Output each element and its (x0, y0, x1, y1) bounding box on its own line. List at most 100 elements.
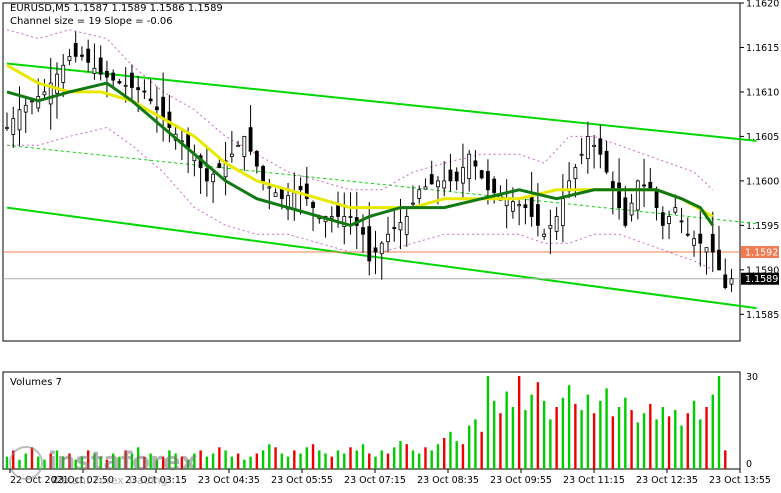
candle-body (635, 180, 640, 211)
volume-bar (393, 447, 396, 469)
candle-body (373, 247, 378, 253)
volume-bar (249, 456, 252, 469)
candle-body (517, 204, 522, 207)
volume-bar (299, 453, 302, 469)
candle-body (717, 249, 721, 271)
candle-body (304, 183, 309, 200)
candle-body (710, 234, 715, 253)
candle-body (467, 153, 472, 180)
volume-bar (511, 407, 515, 469)
candle-body (261, 165, 265, 182)
volume-bar (30, 447, 34, 469)
candle-body (685, 233, 690, 236)
volume-bar (411, 450, 415, 469)
candle-body (598, 138, 603, 155)
volume-bar (499, 413, 502, 469)
candle-body (667, 216, 671, 224)
x-tick-label: 23 Oct 09:55 (490, 475, 552, 486)
candle-body (573, 167, 578, 180)
candle-body (61, 64, 66, 83)
candle-body (479, 170, 484, 179)
candle-body (660, 212, 665, 226)
volume-bar (624, 397, 627, 469)
x-tick-label: 23 Oct 04:35 (198, 475, 260, 486)
candle-body (167, 111, 172, 128)
candle-body (336, 205, 340, 217)
candle-body (579, 153, 584, 156)
channel-info: Channel size = 19 Slope = -0.06 (10, 16, 173, 27)
candle-body (254, 151, 259, 167)
candle-body (73, 43, 78, 57)
volume-bar (649, 403, 652, 469)
volume-bar (193, 453, 196, 469)
candle-body (279, 189, 284, 200)
volume-bar (674, 410, 677, 469)
candle-body (42, 91, 47, 96)
candle-body (511, 201, 515, 212)
volume-bar (161, 456, 165, 469)
watermark-brand: instaforex (48, 447, 198, 477)
candle-body (548, 224, 553, 229)
volume-bar (93, 453, 96, 469)
volume-bar (599, 400, 602, 469)
y-tick-label: 1.1605 (746, 132, 779, 143)
candle-body (392, 227, 397, 229)
candle-body (729, 278, 734, 285)
candle-body (585, 136, 590, 159)
volume-bar (43, 459, 46, 469)
volume-bar (37, 456, 40, 469)
candle-body (161, 96, 166, 120)
candle-body (136, 87, 141, 91)
candle-body (267, 186, 272, 189)
candle-body (186, 134, 191, 148)
volumes-label: Volumes 7 (10, 377, 62, 388)
candle-body (223, 160, 228, 178)
candle-body (386, 233, 390, 243)
watermark-tagline: Instant Forex Trading (52, 474, 168, 487)
candle-body (117, 81, 122, 84)
volume-bar (580, 410, 583, 469)
volume-bar (330, 456, 333, 469)
candle-body (529, 196, 534, 217)
x-tick-label: 23 Oct 03:15 (125, 475, 187, 486)
candle-body (404, 216, 409, 235)
volume-bar (592, 413, 596, 469)
candle-body (448, 169, 453, 182)
x-tick-label: 23 Oct 05:55 (271, 475, 333, 486)
volume-bar (349, 447, 352, 469)
volume-bar (18, 459, 21, 469)
candle-body (379, 242, 384, 255)
x-tick-label: 22 Oct 2021 (10, 475, 69, 486)
candle-body (492, 178, 497, 194)
volume-bar (136, 447, 140, 469)
volume-bar (486, 376, 490, 469)
candle-body (554, 216, 559, 232)
volume-bar (124, 450, 127, 469)
volume-bar (49, 453, 52, 469)
volume-bar (80, 456, 84, 469)
volume-bar (705, 407, 708, 469)
volume-axis-bottom: 0 (746, 459, 752, 470)
candle-body (486, 171, 490, 191)
volume-bar (143, 456, 146, 469)
volume-bar (180, 456, 184, 469)
candle-body (398, 222, 403, 231)
candle-body (123, 84, 128, 87)
volume-bar (318, 450, 321, 469)
volume-bar (155, 459, 159, 469)
candle-body (348, 216, 353, 218)
volume-bar (255, 453, 259, 469)
candle-body (236, 144, 240, 147)
candle-body (617, 182, 621, 208)
volume-bar (261, 450, 265, 469)
candle-body (217, 163, 222, 168)
candle-body (361, 227, 365, 235)
volume-bar (343, 453, 346, 469)
volume-bar (549, 419, 552, 469)
candle-body (86, 48, 91, 63)
volume-axis-top: 30 (746, 372, 758, 383)
volume-bar (174, 453, 177, 469)
volume-bar (224, 450, 227, 469)
volume-bar (286, 456, 290, 469)
